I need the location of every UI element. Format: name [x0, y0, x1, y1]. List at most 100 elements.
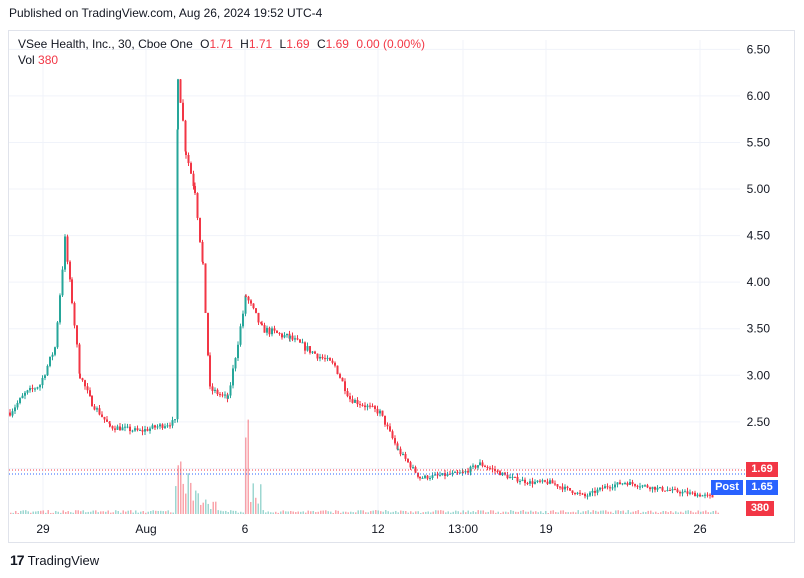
volume-bar: [525, 511, 527, 514]
volume-bar: [192, 500, 194, 514]
volume-bar: [272, 512, 274, 514]
volume-bar: [460, 512, 462, 514]
candle-body: [619, 482, 621, 485]
volume-bar: [447, 511, 449, 514]
legend-low-label: L: [279, 37, 287, 51]
candle-body: [79, 373, 81, 379]
candle-body: [46, 365, 49, 376]
volume-bar: [555, 512, 557, 514]
candle-body: [176, 129, 179, 420]
volume-bar: [125, 511, 127, 514]
volume-bar: [502, 511, 504, 514]
candle-body: [454, 471, 456, 473]
volume-bar: [40, 510, 42, 514]
volume-bar: [655, 511, 657, 514]
x-tick-label: 13:00: [448, 522, 478, 536]
volume-bar: [532, 511, 534, 514]
candle-body: [237, 344, 239, 359]
candle-body: [356, 400, 359, 405]
volume-bar: [445, 512, 447, 514]
volume-bar: [567, 512, 569, 514]
volume-bar: [30, 512, 32, 514]
volume-bar: [237, 512, 239, 514]
volume-bar: [637, 510, 639, 514]
candle-body: [514, 476, 516, 478]
volume-bar: [520, 510, 522, 514]
candle-body: [139, 429, 141, 431]
candle-body: [551, 480, 554, 484]
legend-vol-value: 380: [38, 53, 59, 67]
candle-body: [664, 490, 666, 492]
volume-bar: [250, 501, 252, 514]
candle-body: [386, 424, 389, 427]
candle-body: [381, 410, 384, 416]
volume-bar: [495, 512, 497, 514]
volume-bar: [155, 510, 157, 514]
volume-bar: [210, 508, 212, 514]
candle-body: [456, 471, 459, 473]
candle-body: [54, 347, 56, 355]
volume-bar: [352, 512, 354, 514]
candle-body: [634, 484, 636, 486]
candle-body: [419, 476, 421, 479]
candle-body: [161, 424, 164, 428]
candle-body: [434, 474, 436, 476]
volume-bar: [657, 512, 659, 514]
candle-body: [245, 295, 247, 297]
candle-body: [574, 493, 576, 495]
candle-body: [159, 424, 161, 427]
volume-bar: [610, 511, 612, 514]
legend-high-value: 1.71: [248, 37, 273, 51]
candle-body: [276, 330, 278, 333]
volume-bar: [80, 511, 82, 514]
candle-body: [529, 481, 531, 484]
candle-body: [431, 475, 434, 478]
volume-bar: [270, 512, 272, 514]
volume-bar: [77, 510, 79, 514]
candle-body: [96, 408, 98, 410]
volume-bar: [387, 511, 389, 514]
candle-body: [34, 388, 36, 390]
candle-body: [706, 494, 709, 496]
volume-bar: [285, 511, 287, 514]
volume-bar: [345, 511, 347, 514]
candle-body: [464, 471, 467, 473]
candle-body: [676, 489, 679, 493]
candle-body: [329, 357, 331, 361]
volume-bar: [360, 510, 362, 514]
volume-bar: [477, 510, 479, 514]
candle-body: [324, 358, 326, 360]
volume-label: 380: [746, 501, 774, 516]
volume-bar: [260, 484, 262, 514]
candle-body: [209, 355, 211, 387]
candle-body: [296, 338, 299, 340]
volume-bar: [15, 510, 17, 514]
volume-bar: [682, 512, 684, 514]
volume-bar: [597, 511, 599, 514]
candle-body: [291, 335, 294, 340]
volume-bar: [462, 510, 464, 514]
volume-bar: [507, 512, 509, 514]
candle-body: [429, 477, 431, 479]
volume-bar: [457, 511, 459, 514]
candle-body: [651, 486, 654, 490]
candle-body: [202, 261, 204, 264]
volume-bar: [100, 511, 102, 514]
candle-body: [261, 323, 263, 326]
volume-bar: [697, 510, 699, 514]
candle-body: [126, 426, 129, 428]
candle-body: [149, 428, 151, 431]
volume-bar: [465, 512, 467, 514]
candle-body: [301, 342, 304, 344]
volume-bar: [177, 465, 179, 514]
candle-body: [661, 487, 664, 491]
volume-bar: [205, 499, 207, 514]
candle-body: [268, 327, 271, 335]
candle-body: [402, 453, 404, 455]
candle-body: [314, 351, 316, 354]
volume-bar: [312, 510, 314, 514]
volume-bar: [245, 437, 247, 514]
volume-bar: [240, 511, 242, 514]
volume-bar: [390, 512, 392, 514]
